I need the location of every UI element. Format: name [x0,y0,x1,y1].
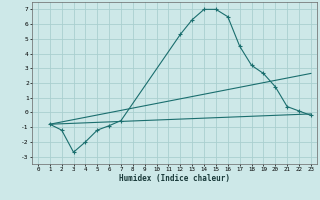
X-axis label: Humidex (Indice chaleur): Humidex (Indice chaleur) [119,174,230,183]
